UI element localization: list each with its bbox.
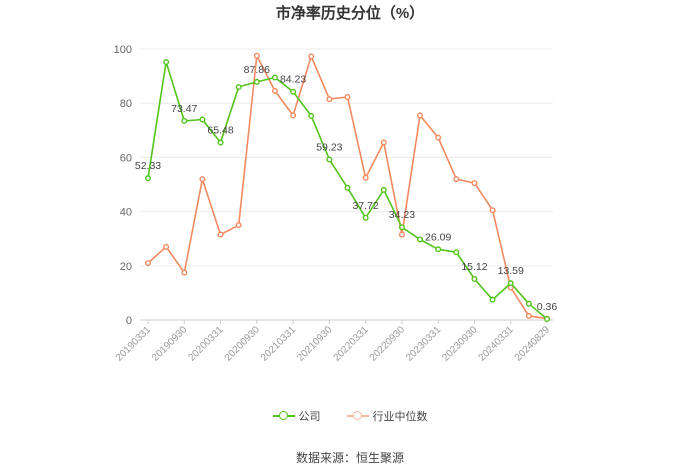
x-tick-label: 20220331 — [332, 324, 372, 364]
legend-item-company[interactable]: 公司 — [272, 408, 321, 424]
data-label-company: 65.48 — [207, 125, 233, 137]
data-label-company: 52.33 — [135, 160, 161, 172]
y-tick-label: 20 — [120, 261, 132, 273]
x-tick-label: 20220930 — [368, 324, 408, 364]
data-point-industry-median — [326, 96, 333, 103]
y-tick-label: 40 — [120, 207, 132, 219]
chart-title: 市净率历史分位（%） — [275, 5, 425, 22]
data-label-company: 0.36 — [537, 301, 558, 313]
legend-swatch-industry-median — [346, 411, 369, 421]
y-tick-label: 80 — [120, 98, 132, 110]
x-tick-label: 20240829 — [513, 324, 553, 364]
data-label-company: 84.23 — [280, 74, 306, 86]
data-point-company — [199, 116, 206, 123]
data-point-industry-median — [362, 174, 369, 181]
data-source: 数据来源：恒生聚源 — [295, 451, 404, 465]
data-label-company: 13.59 — [498, 265, 524, 277]
data-label-company: 87.86 — [244, 64, 270, 76]
axis-layer: 0 20 40 60 80 100 2019033120190930202003312020… — [114, 44, 553, 364]
data-point-industry-median — [217, 231, 224, 238]
data-point-industry-median — [489, 207, 496, 214]
x-tick-label: 20230331 — [404, 324, 444, 364]
x-tick-label: 20210930 — [295, 324, 335, 364]
data-point-company — [525, 300, 532, 307]
data-point-company — [235, 83, 242, 90]
x-tick-label: 20200331 — [186, 324, 226, 364]
data-label-layer: 52.33 73.47 65.48 87.86 84.23 59.23 37.72 34.23… — [135, 64, 558, 313]
data-point-company — [290, 88, 297, 95]
data-point-industry-median — [398, 231, 405, 238]
data-point-company — [253, 78, 260, 85]
data-label-company: 59.23 — [316, 141, 342, 153]
data-point-company — [489, 296, 496, 303]
data-point-industry-median — [380, 139, 387, 146]
data-point-company — [398, 224, 405, 231]
x-tick-label: 20210331 — [259, 324, 299, 364]
legend-label-industry-median: 行业中位数 — [372, 411, 428, 423]
series-layer — [144, 52, 551, 323]
grid-layer — [140, 48, 553, 321]
data-point-industry-median — [435, 134, 442, 141]
data-point-company — [471, 276, 478, 283]
data-point-company — [435, 246, 442, 253]
data-point-company — [453, 249, 460, 256]
data-point-industry-median — [271, 88, 278, 95]
data-label-company: 37.72 — [352, 200, 378, 212]
data-point-company — [417, 236, 424, 243]
data-point-industry-median — [253, 52, 260, 59]
x-tick-label: 20200930 — [223, 324, 263, 364]
data-point-company — [271, 74, 278, 81]
data-point-company — [144, 175, 151, 182]
data-label-company: 73.47 — [171, 103, 197, 115]
data-point-company — [181, 117, 188, 124]
y-tick-label: 60 — [120, 152, 132, 164]
legend: 公司 行业中位数 — [0, 408, 700, 424]
data-point-industry-median — [163, 243, 170, 250]
data-label-company: 26.09 — [425, 231, 451, 243]
data-point-industry-median — [199, 176, 206, 183]
data-point-industry-median — [453, 176, 460, 183]
data-point-company — [380, 186, 387, 193]
data-point-company — [163, 59, 170, 66]
x-tick-label: 20190930 — [150, 324, 190, 364]
y-tick-label: 0 — [126, 315, 132, 327]
data-point-industry-median — [417, 112, 424, 119]
data-label-company: 15.12 — [461, 261, 487, 273]
data-point-company — [544, 316, 551, 323]
data-point-industry-median — [471, 180, 478, 187]
legend-swatch-company — [272, 411, 295, 421]
data-point-industry-median — [525, 312, 532, 319]
data-point-industry-median — [181, 269, 188, 276]
data-label-company: 34.23 — [389, 209, 415, 221]
y-tick-label: 100 — [114, 44, 132, 56]
x-tick-label: 20190331 — [114, 324, 154, 364]
data-point-company — [308, 112, 315, 119]
data-point-company — [326, 156, 333, 163]
data-point-industry-median — [344, 93, 351, 100]
data-point-industry-median — [144, 260, 151, 267]
legend-label-company: 公司 — [298, 411, 321, 423]
legend-item-industry-median[interactable]: 行业中位数 — [346, 408, 428, 424]
data-point-company — [507, 280, 514, 287]
data-point-industry-median — [308, 53, 315, 60]
x-tick-label: 20240331 — [477, 324, 517, 364]
data-point-company — [362, 214, 369, 221]
data-point-company — [344, 184, 351, 191]
x-tick-label: 20230930 — [440, 324, 480, 364]
data-point-company — [217, 139, 224, 146]
data-point-industry-median — [235, 222, 242, 229]
data-point-industry-median — [290, 112, 297, 119]
